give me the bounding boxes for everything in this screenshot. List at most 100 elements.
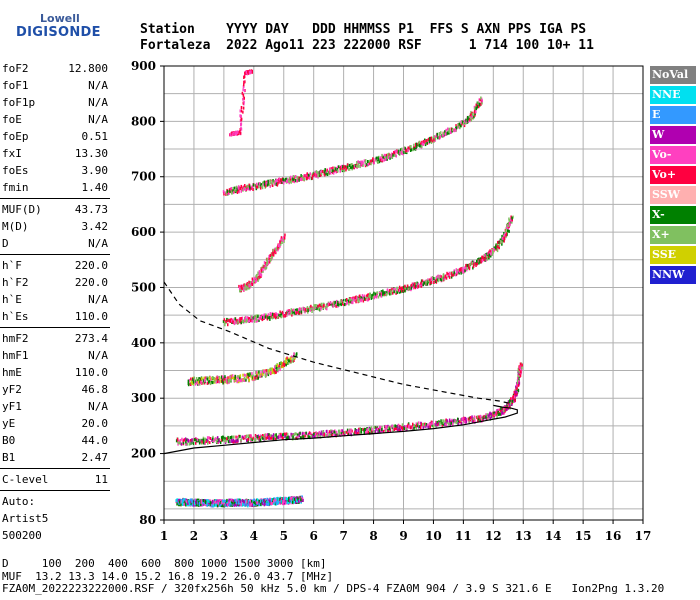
echo-point: [269, 254, 271, 257]
echo-point: [217, 499, 219, 503]
echo-point: [368, 297, 370, 301]
echo-point: [259, 435, 261, 439]
echo-point: [263, 180, 266, 184]
echo-point: [271, 502, 273, 506]
echo-point: [432, 424, 435, 428]
echo-point: [220, 504, 223, 508]
echo-point: [511, 218, 513, 222]
echo-point: [421, 144, 423, 148]
param-value: 110.0: [74, 310, 108, 323]
echo-point: [510, 220, 512, 224]
echo-point: [410, 284, 413, 288]
echo-point: [272, 498, 274, 502]
echo-point: [430, 276, 433, 280]
echo-point: [282, 312, 285, 315]
legend-item: NNE: [650, 86, 696, 104]
echo-point: [484, 253, 486, 257]
echo-point: [380, 156, 382, 160]
param-row: B0 44.0: [0, 432, 112, 449]
echo-point: [379, 425, 382, 429]
echo-point: [279, 433, 281, 437]
echo-point: [312, 433, 315, 436]
param-row: yF2 46.8: [0, 381, 112, 398]
echo-point: [300, 498, 302, 502]
echo-point: [357, 160, 359, 164]
echo-point: [254, 316, 257, 320]
echo-point: [247, 437, 250, 441]
echo-point: [261, 186, 264, 190]
echo-point: [388, 426, 390, 430]
echo-point: [290, 311, 293, 315]
echo-point: [248, 319, 251, 323]
echo-point: [193, 376, 195, 380]
echo-point: [184, 501, 187, 505]
echo-point: [211, 500, 214, 504]
echo-point: [269, 371, 272, 375]
echo-point: [314, 432, 317, 436]
echo-point: [488, 256, 490, 260]
legend-item: NoVal: [650, 66, 696, 84]
echo-point: [392, 153, 394, 157]
echo-point: [289, 309, 291, 313]
echo-point: [255, 182, 258, 186]
echo-point: [230, 376, 232, 380]
echo-point: [393, 424, 395, 428]
echo-point: [493, 411, 495, 415]
echo-point: [387, 156, 390, 160]
electron-density-profile-solid: [163, 404, 518, 455]
echo-point: [228, 188, 231, 192]
echo-point: [241, 187, 243, 191]
echo-point: [330, 169, 333, 172]
echo-point: [383, 291, 385, 295]
echo-point: [273, 499, 275, 503]
echo-point: [501, 234, 503, 238]
param-name: foF2: [2, 62, 29, 75]
echo-point: [436, 420, 438, 424]
echo-point: [509, 403, 511, 407]
param-row: h`F 220.0: [0, 257, 112, 274]
echo-point: [404, 147, 407, 151]
echo-point: [413, 423, 415, 427]
echo-point: [219, 499, 221, 503]
echo-point: [340, 429, 343, 433]
echo-point: [437, 274, 439, 278]
echo-point: [458, 271, 460, 275]
autoscaling-line: 500200: [0, 527, 112, 544]
echo-point: [230, 437, 233, 441]
echo-point: [429, 139, 432, 143]
echo-point: [358, 431, 360, 435]
echo-point: [252, 374, 254, 378]
echo-point: [264, 264, 266, 268]
echo-point: [288, 436, 291, 440]
x-tick-label: 14: [545, 529, 562, 543]
echo-point: [216, 504, 219, 508]
echo-point: [457, 417, 459, 421]
param-value: 110.0: [74, 366, 108, 379]
echo-point: [236, 187, 238, 191]
echo-point: [495, 243, 497, 247]
echo-point: [267, 182, 270, 186]
echo-point: [441, 276, 444, 280]
echo-point: [462, 417, 464, 421]
echo-point: [430, 278, 432, 282]
echo-point: [277, 313, 280, 317]
echo-point: [193, 378, 195, 382]
echo-point: [240, 109, 243, 113]
echo-point: [435, 423, 437, 427]
echo-point: [264, 498, 266, 501]
echo-point: [480, 102, 482, 106]
echo-point: [231, 503, 233, 507]
echo-point: [393, 151, 395, 154]
echo-point: [426, 141, 428, 145]
echo-point: [341, 429, 344, 433]
echo-point: [445, 423, 448, 427]
echo-point: [271, 498, 273, 501]
echo-point: [454, 419, 456, 423]
echo-point: [442, 419, 444, 423]
echo-point: [474, 262, 477, 266]
echo-point: [446, 271, 448, 275]
echo-point: [246, 184, 248, 188]
echo-point: [414, 282, 416, 286]
echo-point: [214, 379, 216, 383]
echo-point: [382, 292, 384, 296]
